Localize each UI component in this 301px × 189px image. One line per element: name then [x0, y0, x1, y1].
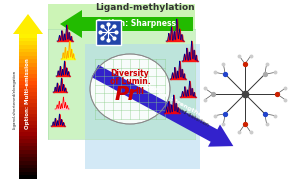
Bar — [19, 99, 37, 103]
Bar — [19, 121, 37, 125]
Text: Ligand-shortened/elongation: Ligand-shortened/elongation — [13, 69, 17, 129]
Bar — [19, 132, 37, 136]
Bar — [19, 125, 37, 128]
Bar — [19, 172, 37, 175]
Polygon shape — [85, 44, 200, 169]
Bar — [19, 175, 37, 179]
Bar — [19, 56, 37, 59]
Ellipse shape — [90, 54, 170, 124]
Bar — [19, 77, 37, 81]
Bar — [19, 63, 37, 67]
Bar — [19, 143, 37, 146]
Bar — [19, 139, 37, 143]
Text: Option: Sharpness: Option: Sharpness — [97, 19, 176, 29]
Bar — [19, 154, 37, 157]
Bar — [19, 146, 37, 150]
Bar — [19, 110, 37, 114]
Bar — [19, 49, 37, 52]
Text: Option: Multi-emission: Option: Multi-emission — [26, 59, 30, 129]
Bar — [19, 74, 37, 77]
Bar — [82, 17, 193, 31]
Polygon shape — [48, 4, 195, 139]
Bar — [19, 59, 37, 63]
Bar — [19, 81, 37, 85]
Bar — [19, 92, 37, 96]
Bar — [19, 161, 37, 164]
Bar — [19, 136, 37, 139]
Bar — [19, 106, 37, 110]
Bar — [19, 114, 37, 117]
Text: Pr: Pr — [114, 85, 138, 105]
Text: Ligand-methylation: Ligand-methylation — [95, 4, 195, 12]
Text: III: III — [135, 87, 144, 95]
Text: Ligand-distortion: Ligand-distortion — [170, 104, 209, 128]
Bar — [19, 157, 37, 161]
Bar — [19, 70, 37, 74]
Bar — [19, 67, 37, 70]
Bar — [19, 164, 37, 168]
Text: of Lumin.: of Lumin. — [110, 77, 150, 85]
Bar — [19, 41, 37, 45]
Bar — [19, 52, 37, 56]
Bar — [19, 168, 37, 172]
Bar — [19, 117, 37, 121]
Polygon shape — [13, 14, 43, 34]
Bar — [19, 88, 37, 92]
Text: Diversity: Diversity — [111, 68, 149, 77]
Bar — [19, 45, 37, 49]
Bar — [19, 96, 37, 99]
Bar — [19, 128, 37, 132]
Polygon shape — [60, 10, 82, 38]
Polygon shape — [48, 4, 195, 29]
FancyArrow shape — [92, 65, 233, 147]
Bar — [19, 38, 37, 41]
Bar — [19, 85, 37, 88]
Bar — [19, 103, 37, 106]
Bar — [19, 34, 37, 38]
Bar — [19, 150, 37, 154]
Text: Option: Strengthen: Option: Strengthen — [144, 82, 206, 119]
FancyBboxPatch shape — [95, 19, 120, 44]
